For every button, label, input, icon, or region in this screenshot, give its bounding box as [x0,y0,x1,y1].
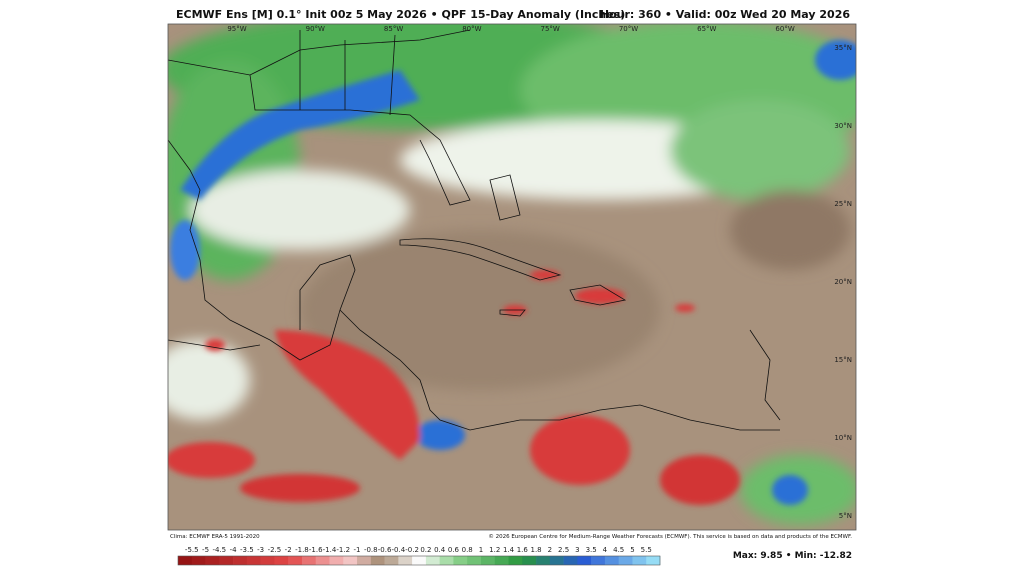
colorbar-label: 0.2 [420,546,431,554]
colorbar-swatch [412,556,427,565]
colorbar-label: -4.5 [212,546,226,554]
latitude-label: 25°N [834,200,852,208]
colorbar-swatch [522,556,537,565]
colorbar-swatch [343,556,358,565]
colorbar-swatch [453,556,468,565]
colorbar-swatch [274,556,289,565]
colorbar-swatch [591,556,606,565]
colorbar-swatch [632,556,647,565]
colorbar-label: 1.2 [489,546,500,554]
longitude-label: 75°W [541,25,560,33]
colorbar-label: 0.6 [448,546,460,554]
colorbar-swatch [480,556,496,565]
longitude-label: 95°W [227,25,246,33]
colorbar-swatch [178,556,193,565]
colorbar-frame [177,555,661,566]
longitude-labels: 95°W 90°W 85°W 80°W 75°W 70°W 65°W 60°W [227,25,795,33]
colorbar-swatch [439,556,454,565]
longitude-label: 85°W [384,25,403,33]
colorbar-swatch [604,556,619,565]
colorbar-swatch [219,556,234,565]
colorbar-label: -1.6 [309,546,323,554]
colorbar-swatch [246,556,261,565]
colorbar-label: -0.8 [364,546,378,554]
latitude-labels: 35°N 30°N 25°N 20°N 15°N 10°N 5°N [834,44,852,520]
colorbar-swatch [301,556,317,565]
latitude-label: 15°N [834,356,852,364]
colorbar-label: 0.4 [434,546,446,554]
colorbar-label: -3 [257,546,264,554]
colorbar-swatch [425,556,440,565]
colorbar-swatch [398,556,413,565]
colorbar-label: -1.4 [323,546,337,554]
latitude-label: 5°N [839,512,852,520]
colorbar-swatch [357,556,372,565]
colorbar-label: -0.2 [405,546,419,554]
colorbar-label: -0.4 [392,546,406,554]
colorbar-label: -1.8 [295,546,309,554]
colorbar-swatch [315,556,330,565]
colorbar-swatch [191,556,206,565]
latitude-label: 35°N [834,44,852,52]
colorbar-swatch [494,556,509,565]
valid-time: Hour: 360 • Valid: 00z Wed 20 May 2026 [600,8,850,21]
colorbar-label: 1.6 [517,546,529,554]
colorbar-swatch [536,556,551,565]
colorbar-label: 4.5 [613,546,624,554]
colorbar-swatch [467,556,482,565]
colorbar-swatch [618,556,633,565]
copyright: © 2026 European Centre for Medium-Range … [488,533,852,540]
max-min: Max: 9.85 • Min: -12.82 [733,551,852,561]
colorbar-swatch [288,556,303,565]
latitude-label: 20°N [834,278,852,286]
colorbar-swatch [233,556,248,565]
colorbar-swatch [563,556,578,565]
colorbar-swatch [549,556,564,565]
map-field [168,24,856,530]
colorbar-label: 2 [548,546,552,554]
colorbar-label: 1.4 [503,546,515,554]
colorbar-label: -0.6 [378,546,392,554]
colorbar-label: 3 [575,546,579,554]
colorbar-label: -2.5 [268,546,282,554]
colorbar-label: 3.5 [586,546,597,554]
colorbar-swatch [646,556,661,565]
colorbar-label: 1 [479,546,483,554]
colorbar-label: 5.5 [641,546,652,554]
colorbar-label: -1.2 [336,546,350,554]
colorbar-label: 4 [603,546,608,554]
colorbar-label: -5 [202,546,209,554]
coastlines [168,29,781,431]
colorbar-swatch [205,556,220,565]
colorbar-label: -3.5 [240,546,254,554]
colorbar-swatch [370,556,385,565]
colorbar-label: -2 [285,546,292,554]
colorbar: -5.5 -5 -4.5 -4 -3.5 -3 -2.5 -2 -1.8 -1.6 -1.4 -1.2… [177,546,661,566]
longitude-label: 70°W [619,25,638,33]
colorbar-swatch [577,556,592,565]
colorbar-label: -1 [354,546,361,554]
colorbar-label: 0.8 [462,546,473,554]
longitude-label: 65°W [697,25,716,33]
colorbar-label: 5 [630,546,634,554]
colorbar-label: 1.8 [530,546,541,554]
colorbar-label: 2.5 [558,546,569,554]
longitude-label: 90°W [306,25,325,33]
climo-note: Clima: ECMWF ERA-5 1991-2020 [170,534,260,540]
map-frame [167,23,857,531]
longitude-label: 80°W [462,25,481,33]
longitude-label: 60°W [775,25,794,33]
latitude-label: 10°N [834,434,852,442]
colorbar-swatch [508,556,523,565]
latitude-label: 30°N [834,122,852,130]
colorbar-swatch [329,556,344,565]
colorbar-label: -4 [230,546,238,554]
colorbar-label: -5.5 [185,546,199,554]
colorbar-swatch [260,556,275,565]
colorbar-swatch [384,556,399,565]
map-title: ECMWF Ens [M] 0.1° Init 00z 5 May 2026 •… [176,8,625,21]
